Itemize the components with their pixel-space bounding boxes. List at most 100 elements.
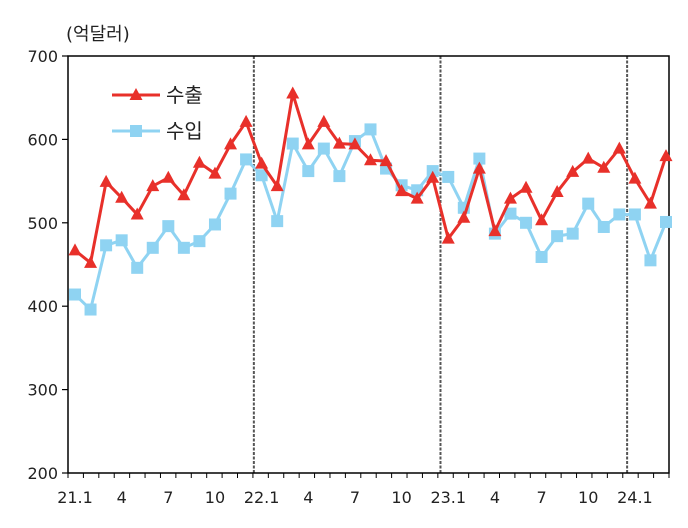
y-tick-label: 300 xyxy=(27,381,58,400)
data-point xyxy=(68,243,82,256)
x-tick-label: 10 xyxy=(391,488,411,507)
year-dividers xyxy=(252,56,629,473)
y-tick-label: 200 xyxy=(27,464,58,483)
data-point xyxy=(473,152,486,165)
data-point xyxy=(410,191,424,204)
data-point xyxy=(333,170,346,183)
x-tick-label: 7 xyxy=(350,488,360,507)
data-point xyxy=(99,174,113,187)
data-point xyxy=(317,114,331,127)
data-point xyxy=(488,224,502,237)
x-tick-label: 4 xyxy=(303,488,313,507)
x-tick-label: 24.1 xyxy=(617,488,653,507)
data-point xyxy=(161,170,175,183)
data-point xyxy=(597,220,610,233)
data-point xyxy=(146,179,160,192)
data-point xyxy=(162,220,175,233)
data-point xyxy=(364,123,377,136)
data-point xyxy=(395,184,409,197)
data-point xyxy=(364,153,377,166)
data-point xyxy=(660,215,672,228)
data-point xyxy=(224,137,238,150)
y-tick-label: 400 xyxy=(27,297,58,316)
data-point xyxy=(535,250,548,263)
data-point xyxy=(146,241,159,254)
data-point xyxy=(457,210,471,223)
x-tick-label: 7 xyxy=(163,488,173,507)
data-point xyxy=(566,227,579,240)
x-tick-label: 7 xyxy=(536,488,546,507)
data-point xyxy=(115,234,128,247)
x-tick-label: 21.1 xyxy=(57,488,93,507)
data-point xyxy=(582,197,595,210)
data-point xyxy=(208,218,221,231)
data-point xyxy=(255,169,268,182)
data-point xyxy=(628,208,641,221)
data-point xyxy=(240,153,253,166)
y-tick-label: 500 xyxy=(27,214,58,233)
data-point xyxy=(550,184,564,197)
x-tick-label: 23.1 xyxy=(430,488,466,507)
data-point xyxy=(628,171,642,184)
data-point xyxy=(613,208,626,221)
data-point xyxy=(193,235,206,248)
data-point xyxy=(255,156,269,169)
data-point xyxy=(302,165,315,178)
series-import xyxy=(69,123,672,316)
data-point xyxy=(84,255,98,268)
data-point xyxy=(581,151,595,164)
y-axis: 200 300 400 500 600 700 xyxy=(27,47,68,483)
data-point xyxy=(224,187,237,200)
data-point xyxy=(442,170,455,183)
data-point xyxy=(659,149,673,162)
data-point xyxy=(535,213,549,226)
legend-marker xyxy=(130,125,142,137)
plot-frame xyxy=(67,55,670,474)
data-point xyxy=(69,288,81,301)
data-point xyxy=(551,230,564,243)
y-tick-label: 600 xyxy=(27,130,58,149)
x-tick-label: 4 xyxy=(117,488,127,507)
data-point xyxy=(286,137,299,150)
data-point xyxy=(130,207,144,220)
data-point xyxy=(208,166,222,179)
data-point xyxy=(239,114,253,127)
data-point xyxy=(441,231,455,244)
data-point xyxy=(612,141,626,154)
data-point xyxy=(566,164,580,177)
data-point xyxy=(332,136,346,149)
series-export xyxy=(68,86,673,268)
x-tick-label: 10 xyxy=(578,488,598,507)
data-point xyxy=(519,180,533,193)
data-point xyxy=(100,239,113,252)
legend-label: 수입 xyxy=(166,119,203,143)
x-tick-label: 22.1 xyxy=(244,488,280,507)
series-layer xyxy=(68,86,673,316)
data-point xyxy=(504,207,517,220)
legend-label: 수출 xyxy=(166,83,203,107)
x-tick-label: 10 xyxy=(205,488,225,507)
data-point xyxy=(643,196,657,209)
data-point xyxy=(348,137,362,150)
x-axis: 21.1 4 7 10 22.1 4 7 10 23.1 4 7 10 24.1 xyxy=(57,473,670,507)
data-point xyxy=(379,154,393,167)
data-point xyxy=(84,303,97,316)
data-point xyxy=(644,254,657,267)
legend-marker xyxy=(129,88,143,100)
data-point xyxy=(301,137,315,150)
data-point xyxy=(286,86,300,99)
data-point xyxy=(472,161,486,174)
data-point xyxy=(503,191,517,204)
data-point xyxy=(177,188,191,201)
y-tick-label: 700 xyxy=(27,47,58,66)
y-axis-unit-label: (억달러) xyxy=(66,24,130,45)
data-point xyxy=(317,142,330,155)
x-tick-label: 4 xyxy=(490,488,500,507)
data-point xyxy=(115,190,129,203)
data-point xyxy=(131,261,144,274)
data-point xyxy=(177,241,190,254)
data-point xyxy=(192,155,206,168)
data-point xyxy=(426,170,440,183)
